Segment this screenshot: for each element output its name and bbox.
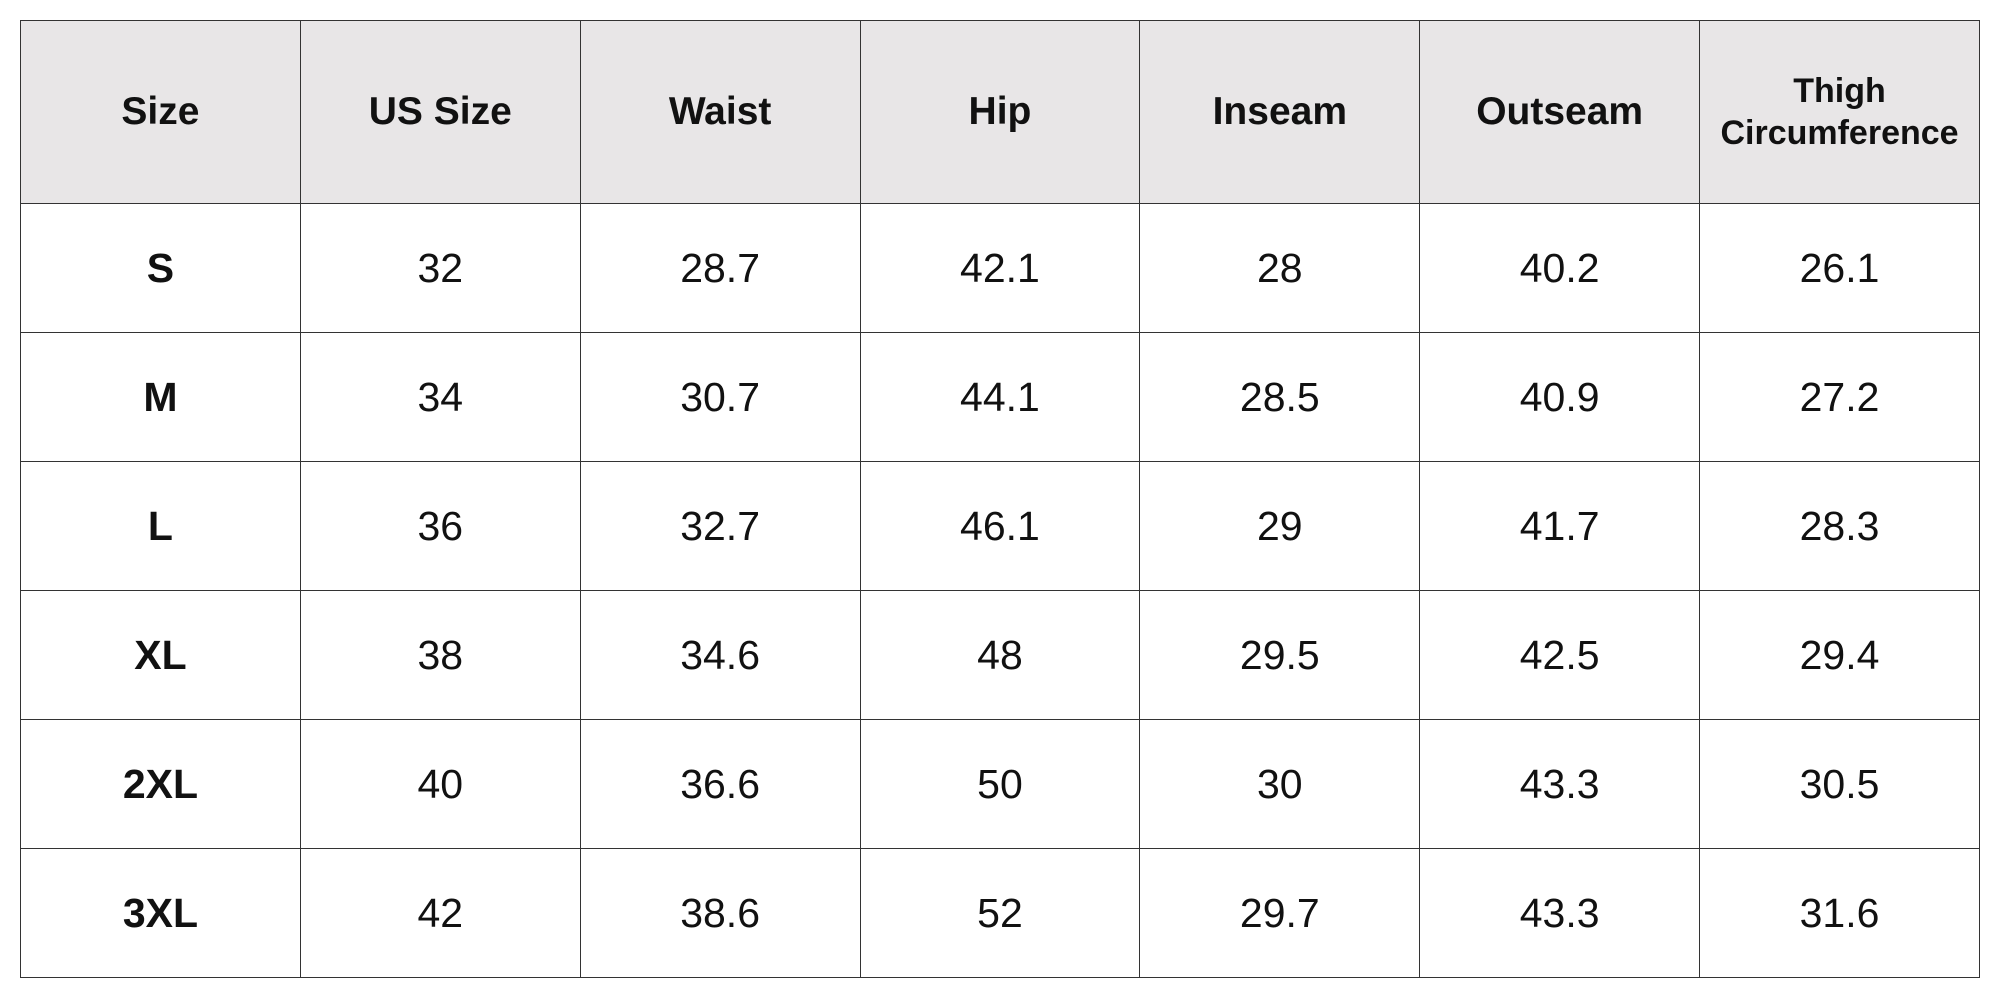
value-cell: 44.1 [859, 332, 1141, 462]
value-cell: 38 [299, 590, 581, 720]
value-cell: 42.5 [1419, 590, 1701, 720]
table-row: XL 38 34.6 48 29.5 42.5 29.4 [20, 590, 1980, 720]
header-cell: Outseam [1419, 20, 1701, 204]
value-cell: 32.7 [579, 461, 861, 591]
header-cell: Hip [859, 20, 1141, 204]
value-cell: 43.3 [1419, 719, 1701, 849]
value-cell: 28.5 [1139, 332, 1421, 462]
value-cell: 29 [1139, 461, 1421, 591]
size-cell: L [20, 461, 301, 591]
size-cell: S [20, 203, 301, 333]
value-cell: 30.5 [1699, 719, 1980, 849]
size-cell: XL [20, 590, 301, 720]
value-cell: 40 [299, 719, 581, 849]
table-row: 2XL 40 36.6 50 30 43.3 30.5 [20, 719, 1980, 849]
value-cell: 32 [299, 203, 581, 333]
header-cell: Waist [579, 20, 861, 204]
value-cell: 52 [859, 848, 1141, 978]
value-cell: 29.4 [1699, 590, 1980, 720]
value-cell: 40.2 [1419, 203, 1701, 333]
header-cell: Inseam [1139, 20, 1421, 204]
value-cell: 26.1 [1699, 203, 1980, 333]
value-cell: 30.7 [579, 332, 861, 462]
size-cell: 2XL [20, 719, 301, 849]
header-cell: Size [20, 20, 301, 204]
size-table: Size US Size Waist Hip Inseam Outseam Thigh Ci… [20, 20, 1980, 978]
size-cell: M [20, 332, 301, 462]
value-cell: 30 [1139, 719, 1421, 849]
value-cell: 46.1 [859, 461, 1141, 591]
value-cell: 36.6 [579, 719, 861, 849]
table-header: Size US Size Waist Hip Inseam Outseam Thigh Ci… [20, 20, 1980, 204]
size-chart: Size US Size Waist Hip Inseam Outseam Thigh Ci… [20, 20, 1980, 978]
value-cell: 41.7 [1419, 461, 1701, 591]
value-cell: 48 [859, 590, 1141, 720]
header-row: Size US Size Waist Hip Inseam Outseam Thigh Ci… [20, 20, 1980, 204]
value-cell: 42 [299, 848, 581, 978]
value-cell: 34.6 [579, 590, 861, 720]
table-row: 3XL 42 38.6 52 29.7 43.3 31.6 [20, 848, 1980, 978]
value-cell: 38.6 [579, 848, 861, 978]
header-cell: Thigh Circumference [1699, 20, 1980, 204]
value-cell: 43.3 [1419, 848, 1701, 978]
value-cell: 28.7 [579, 203, 861, 333]
size-cell: 3XL [20, 848, 301, 978]
table-row: M 34 30.7 44.1 28.5 40.9 27.2 [20, 332, 1980, 462]
value-cell: 50 [859, 719, 1141, 849]
value-cell: 34 [299, 332, 581, 462]
value-cell: 28.3 [1699, 461, 1980, 591]
value-cell: 31.6 [1699, 848, 1980, 978]
value-cell: 42.1 [859, 203, 1141, 333]
value-cell: 27.2 [1699, 332, 1980, 462]
value-cell: 29.5 [1139, 590, 1421, 720]
value-cell: 28 [1139, 203, 1421, 333]
value-cell: 29.7 [1139, 848, 1421, 978]
table-body: S 32 28.7 42.1 28 40.2 26.1 M 34 30.7 44.1 28.5 40.9… [20, 203, 1980, 978]
table-row: S 32 28.7 42.1 28 40.2 26.1 [20, 203, 1980, 333]
value-cell: 40.9 [1419, 332, 1701, 462]
header-cell: US Size [299, 20, 581, 204]
table-row: L 36 32.7 46.1 29 41.7 28.3 [20, 461, 1980, 591]
value-cell: 36 [299, 461, 581, 591]
